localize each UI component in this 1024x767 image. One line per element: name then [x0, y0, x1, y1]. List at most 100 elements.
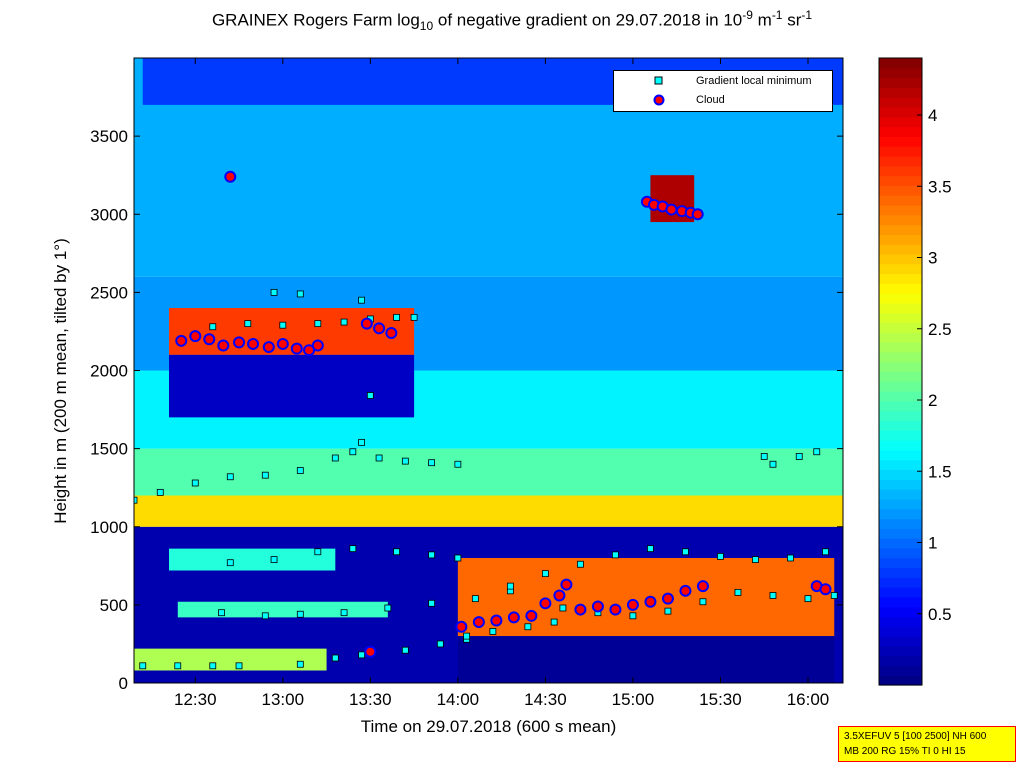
x-tick-label: 15:30 [699, 690, 742, 709]
cloud-point [507, 611, 520, 624]
y-tick-label: 1500 [90, 440, 128, 459]
colorbar-segment [879, 253, 922, 265]
colorbar-segment [879, 97, 922, 108]
gradient-minimum-point [296, 290, 304, 298]
colorbar-segment [879, 381, 922, 392]
gradient-minimum-point [428, 551, 436, 559]
colorbar-segment [879, 371, 922, 382]
colorbar-segment [879, 577, 922, 588]
gradient-minimum-point [734, 588, 742, 596]
colorbar-segment [879, 293, 922, 304]
gradient-minimum-point [358, 438, 365, 446]
gradient-minimum-point [830, 592, 838, 599]
colorbar-segment [879, 459, 922, 471]
colorbar-segment [879, 420, 922, 431]
heatmap-band [169, 354, 415, 418]
chart-title: GRAINEX Rogers Farm log10 of negative gr… [0, 8, 1024, 33]
x-tick-label: 12:30 [174, 690, 217, 709]
gradient-minimum-point [787, 554, 794, 562]
cloud-point [276, 337, 289, 350]
cloud-point [203, 333, 216, 346]
cloud-point [360, 317, 373, 330]
colorbar-tick-label: 1.5 [928, 462, 952, 481]
colorbar-segment [879, 440, 922, 451]
gradient-minimum-point [769, 460, 777, 468]
colorbar-frame [878, 57, 923, 686]
colorbar-segment [879, 508, 922, 520]
cloud-point [262, 341, 275, 354]
gradient-minimum-point [647, 545, 654, 553]
gradient-minimum-point [331, 454, 339, 462]
colorbar-tick-label: 2 [928, 391, 937, 410]
y-tick-label: 1000 [90, 518, 128, 537]
y-tick-label: 3500 [90, 127, 128, 146]
colorbar-segment [879, 155, 922, 167]
colorbar-segment [879, 342, 922, 353]
gradient-minimum-point [699, 598, 707, 606]
colorbar-tick-label: 4 [928, 106, 937, 125]
title-text-mid: of negative gradient on 29.07.2018 in 10 [433, 10, 743, 30]
colorbar-segment [879, 283, 922, 294]
colorbar-segment [879, 557, 922, 569]
cloud-point [472, 616, 485, 629]
colorbar-segment [879, 185, 922, 196]
colorbar-segment [879, 616, 922, 627]
colorbar-segment [879, 312, 922, 324]
colorbar-segment [879, 302, 922, 314]
gradient-minimum-point [401, 646, 409, 654]
heatmap-band [134, 648, 327, 671]
colorbar-segment [879, 234, 922, 245]
colorbar-segment [879, 391, 922, 402]
colorbar-segment [879, 58, 922, 69]
cloud-point [644, 595, 657, 608]
cloud-point [691, 208, 704, 221]
gradient-minimum-point [358, 651, 365, 659]
colorbar-segment [879, 528, 922, 539]
gradient-minimum-point [331, 654, 339, 662]
gradient-minimum-point [191, 479, 199, 487]
gradient-minimum-point [682, 548, 689, 556]
colorbar-segment [879, 175, 922, 186]
x-tick-label: 14:00 [437, 690, 480, 709]
colorbar-segment [879, 106, 922, 118]
gradient-minimum-point [296, 610, 304, 618]
gradient-minimum-point [261, 471, 269, 479]
colorbar-segment [879, 469, 922, 480]
gradient-minimum-point [393, 548, 400, 556]
gradient-minimum-point [226, 473, 234, 481]
gradient-minimum-point [559, 604, 567, 612]
colorbar-segment [879, 126, 922, 137]
y-axis-label: Height in m (200 m mean, tilted by 1°) [51, 238, 70, 524]
legend-item-cloud: Cloud [614, 92, 832, 108]
gradient-minimum-point [218, 609, 225, 617]
heatmap-band [177, 601, 388, 618]
x-tick-label: 14:30 [524, 690, 567, 709]
y-tick-label: 2000 [90, 362, 128, 381]
gradient-minimum-point [471, 595, 479, 603]
colorbar-segment [879, 489, 922, 500]
y-tick-label: 0 [119, 674, 128, 693]
cloud-point [665, 203, 678, 216]
title-unit-2: sr [782, 10, 802, 30]
gradient-minimum-point [314, 320, 322, 328]
colorbar-segment [879, 665, 922, 676]
heatmap-band [134, 495, 843, 527]
legend-label: Gradient local minimum [696, 75, 812, 87]
colorbar-tick-label: 0.5 [928, 605, 952, 624]
title-superscript-3: -1 [801, 8, 813, 22]
gradient-minimum-point [270, 288, 278, 296]
colorbar-segment [879, 214, 922, 226]
title-superscript-2: -1 [771, 8, 783, 22]
gradient-minimum-point [340, 609, 348, 617]
gradient-minimum-point [541, 570, 549, 578]
gradient-minimum-point [629, 612, 637, 620]
heatmap-band [457, 636, 835, 683]
colorbar-segment [879, 547, 922, 559]
y-tick-label: 2500 [90, 283, 128, 302]
cloud-point [696, 580, 709, 593]
title-subscript: 10 [419, 19, 434, 34]
colorbar-segment [879, 518, 922, 529]
x-tick-label: 13:30 [349, 690, 392, 709]
marker-layer [134, 170, 838, 670]
colorbar-segment [879, 332, 922, 343]
